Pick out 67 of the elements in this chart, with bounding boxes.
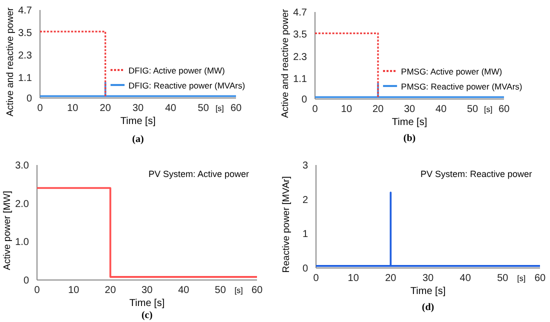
x-tick-label: 10 xyxy=(348,273,360,284)
x-tick-label: 50 xyxy=(466,104,478,115)
y-tick-label: 3.5 xyxy=(18,28,32,39)
y-tick-label: 0 xyxy=(302,264,308,274)
x-tick-label: 10 xyxy=(340,104,352,115)
y-axis-title: Active and reactive power xyxy=(5,8,16,116)
x-tick-label: 30 xyxy=(422,273,434,284)
x-tick-label: 60 xyxy=(534,273,546,284)
chart-title: PV System: Active power xyxy=(148,169,249,179)
y-tick-label: 3.0 xyxy=(15,160,30,172)
text: (c) xyxy=(141,310,153,321)
y-tick-label: 1 xyxy=(302,229,308,240)
legend-label: PMSG: Reactive power (MVArs) xyxy=(401,82,522,92)
x-tick-label: 40 xyxy=(460,273,472,284)
x-tick-label: 60 xyxy=(251,285,263,296)
x-tick-label: 60 xyxy=(498,104,510,115)
x-tick-label: 10 xyxy=(67,103,79,114)
x-tick-label: 20 xyxy=(385,273,397,284)
x-tick-label: 0 xyxy=(34,285,40,296)
y-tick-label: 2 xyxy=(302,194,308,206)
x-axis-title: Time [s] xyxy=(392,117,428,128)
y-tick-label: 0 xyxy=(26,94,32,104)
y-tick-label: 4.7 xyxy=(18,6,32,16)
x-tick-label: 0 xyxy=(312,104,318,115)
y-tick-label: 2.3 xyxy=(18,50,32,62)
y-tick-label: 2.3 xyxy=(293,52,308,63)
x-tick-label: 20 xyxy=(104,285,116,296)
x-tick-label: 40 xyxy=(435,104,447,115)
x-tick-label: 20 xyxy=(100,103,112,114)
legend-label: DFIG: Active power (MW) xyxy=(128,66,226,76)
y-tick-label: 1.1 xyxy=(18,72,32,84)
y-tick-label: 3 xyxy=(302,160,308,172)
y-tick-label: 1.0 xyxy=(15,237,30,248)
x-axis-title: Time [s] xyxy=(129,298,165,309)
y-tick-label: 0 xyxy=(301,94,308,106)
y-axis-title: Reactive power [MVAr] xyxy=(281,176,292,273)
y-axis-title: Active power [MW] xyxy=(2,190,13,270)
chart-title: PV System: Reactive power xyxy=(420,169,532,179)
y-tick-label: 2.0 xyxy=(15,198,30,210)
x-tick-label: 30 xyxy=(141,285,153,296)
x-tick-label: 40 xyxy=(165,103,177,114)
y-axis-title: Active and reactive power xyxy=(280,9,291,118)
x-tick-label: 10 xyxy=(68,285,80,296)
text: [s] xyxy=(234,286,243,295)
x-axis-title: Time [s] xyxy=(120,116,156,127)
x-tick-label: 0 xyxy=(313,273,320,284)
text: (a) xyxy=(132,134,144,145)
legend-label: DFIG: Reactive power (MVArs) xyxy=(128,80,246,90)
y-tick-label: 4.7 xyxy=(293,8,308,18)
x-tick-label: 50 xyxy=(214,285,226,296)
y-tick-label: 1.1 xyxy=(293,74,308,86)
x-axis-title: Time [s] xyxy=(410,286,446,297)
text: [s] xyxy=(517,274,526,283)
x-tick-label: 30 xyxy=(404,104,416,115)
x-tick-label: 20 xyxy=(372,104,384,115)
text: (b) xyxy=(403,133,416,144)
text: [s] xyxy=(484,105,492,114)
y-tick-label: 3.5 xyxy=(293,30,308,41)
text: (d) xyxy=(422,302,434,313)
x-tick-label: 30 xyxy=(132,103,144,114)
x-tick-label: 50 xyxy=(497,273,509,284)
x-tick-label: 50 xyxy=(198,103,210,114)
x-tick-label: 0 xyxy=(37,103,44,114)
x-tick-label: 40 xyxy=(178,285,190,296)
text: [s] xyxy=(215,104,224,113)
x-tick-label: 60 xyxy=(230,103,242,114)
legend-label: PMSG: Active power (MW) xyxy=(401,66,502,76)
